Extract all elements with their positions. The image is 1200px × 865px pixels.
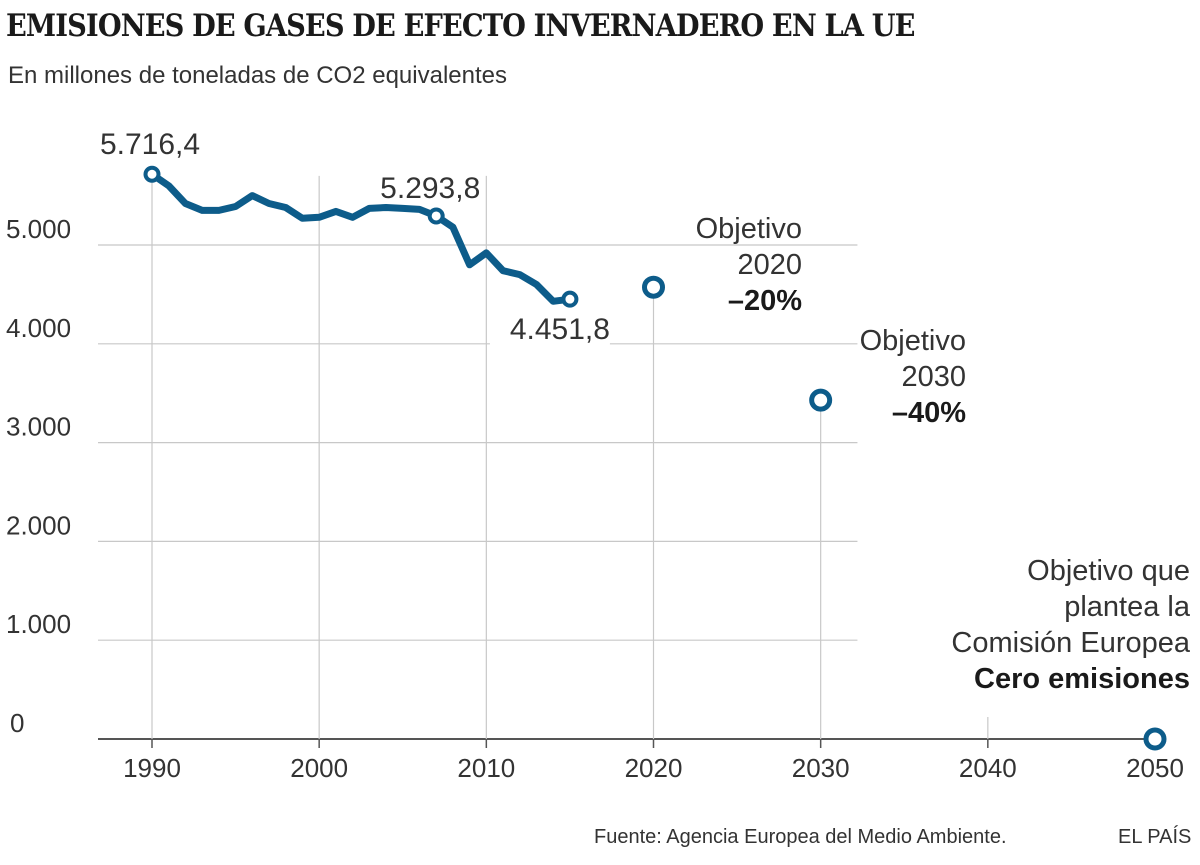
value-label: 5.293,8 bbox=[380, 172, 480, 205]
value-label: 5.716,4 bbox=[100, 128, 200, 161]
x-tick-label: 2000 bbox=[290, 753, 348, 783]
target-label-line: Comisión Europea bbox=[951, 627, 1190, 659]
x-tick-label: 2040 bbox=[959, 753, 1017, 783]
y-tick-label: 4.000 bbox=[6, 313, 71, 343]
brand-logo-text: EL PAÍS bbox=[1118, 826, 1192, 848]
target-marker bbox=[1143, 727, 1167, 751]
series-point-marker bbox=[561, 290, 579, 308]
x-tick-label: 2010 bbox=[457, 753, 515, 783]
grid-lines bbox=[98, 175, 1165, 748]
y-tick-label: 5.000 bbox=[6, 214, 71, 244]
value-label-background bbox=[489, 311, 610, 354]
labels-group: 0 1.000 2.000 3.000 4.000 5.000 1990 2000 2010 20… bbox=[6, 128, 1191, 783]
y-tick-label: 3.000 bbox=[6, 412, 71, 442]
y-tick-label: 1.000 bbox=[6, 609, 71, 639]
target-label-line: 2020 bbox=[737, 249, 802, 281]
x-tick-label: 2020 bbox=[625, 753, 683, 783]
emissions-series-line bbox=[148, 170, 574, 305]
x-tick-label: 1990 bbox=[123, 753, 181, 783]
x-tick-label: 2030 bbox=[792, 753, 850, 783]
y-tick-label: 0 bbox=[10, 708, 24, 738]
target-label-line: Objetivo bbox=[696, 213, 802, 245]
markers-group bbox=[143, 165, 1167, 751]
chart-title: EMISIONES DE GASES DE EFECTO INVERNADERO… bbox=[6, 8, 915, 44]
series-point-marker bbox=[143, 165, 161, 183]
x-tick-label: 2050 bbox=[1126, 753, 1184, 783]
target-label-line: Objetivo que bbox=[1027, 555, 1190, 587]
chart-subtitle: En millones de toneladas de CO2 equivale… bbox=[8, 62, 507, 89]
series-group bbox=[148, 170, 574, 305]
target-label-line: 2030 bbox=[901, 361, 966, 393]
target-label-line: plantea la bbox=[1064, 591, 1191, 623]
target-emphasis-label: –40% bbox=[892, 397, 966, 429]
y-tick-label: 2.000 bbox=[6, 510, 71, 540]
target-marker bbox=[809, 388, 833, 412]
source-note: Fuente: Agencia Europea del Medio Ambien… bbox=[594, 826, 1007, 848]
target-label-line: Objetivo bbox=[860, 325, 966, 357]
target-emphasis-label: –20% bbox=[728, 285, 802, 317]
series-point-marker bbox=[427, 207, 445, 225]
target-emphasis-label: Cero emisiones bbox=[974, 663, 1190, 695]
target-marker bbox=[642, 275, 665, 299]
value-label: 4.451,8 bbox=[510, 313, 610, 346]
